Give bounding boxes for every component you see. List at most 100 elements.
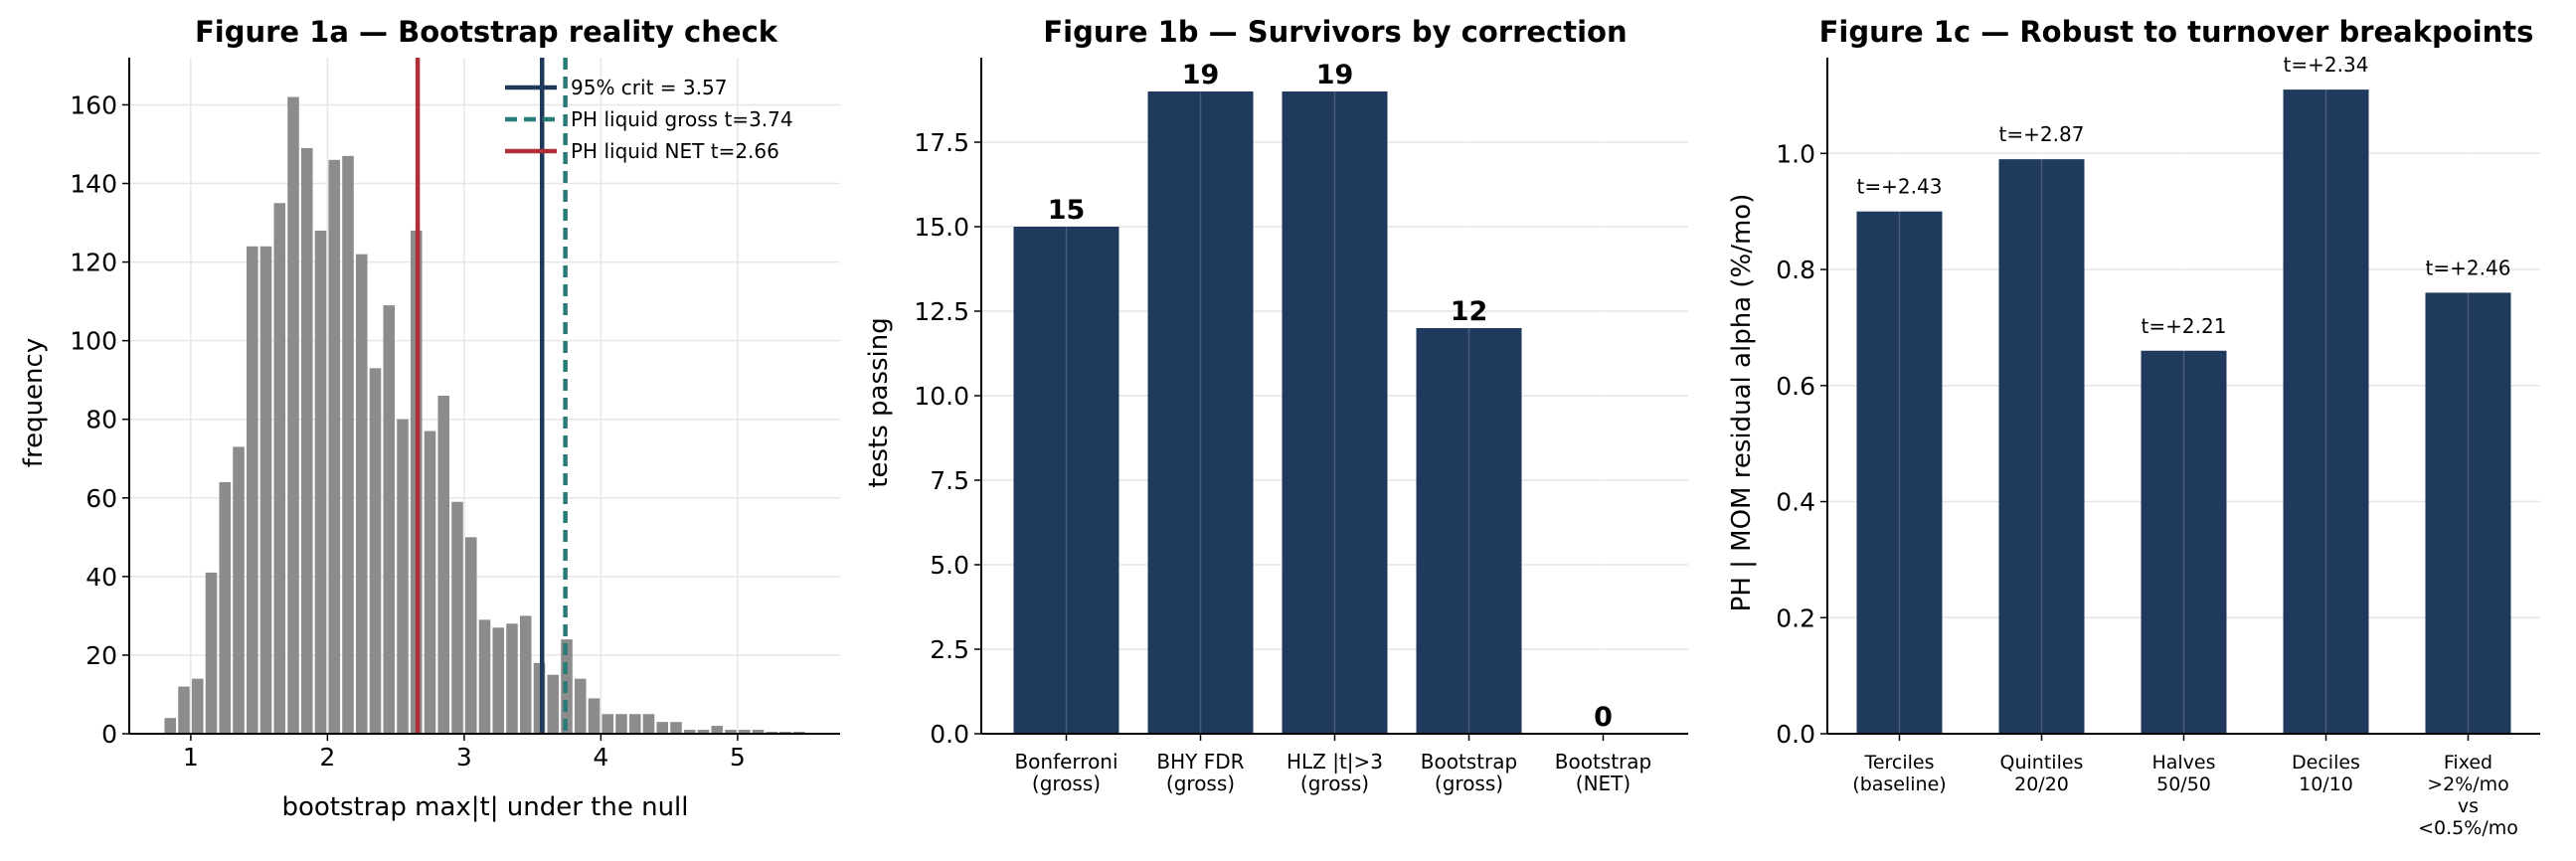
x-tick-label: 1	[183, 743, 199, 772]
y-tick-label: 0.8	[1776, 256, 1815, 284]
histogram-bar	[191, 678, 204, 734]
panel-1b-title: Figure 1b — Survivors by correction	[1043, 15, 1627, 49]
bar-value-label: 15	[1048, 195, 1086, 226]
histogram-bar	[615, 714, 627, 734]
histogram-bar	[383, 305, 396, 734]
y-tick-label: 0.0	[1776, 720, 1815, 749]
y-tick-label: 80	[86, 406, 117, 434]
histogram-bar	[506, 623, 518, 734]
panel-1a-y-ticks: 0 20 40 60 80 100 120 140 160	[70, 90, 129, 749]
bar	[1282, 91, 1388, 734]
panel-1b: Figure 1b — Survivors by correction 15 19…	[864, 15, 1688, 795]
category-label: Bonferroni	[1014, 750, 1117, 774]
histogram-bar	[355, 254, 368, 734]
y-tick-label: 60	[86, 484, 117, 513]
panel-1a-bars	[164, 96, 805, 735]
category-label: <0.5%/mo	[2418, 817, 2518, 839]
category-label: vs	[2458, 795, 2479, 817]
panel-1a-y-label: frequency	[19, 338, 49, 467]
y-tick-label: 100	[70, 327, 117, 356]
y-tick-label: 140	[70, 170, 117, 199]
histogram-bar	[342, 155, 354, 734]
category-label: Bootstrap	[1555, 750, 1651, 774]
y-tick-label: 0	[101, 720, 117, 749]
panel-1c-title: Figure 1c — Robust to turnover breakpoin…	[1819, 15, 2534, 49]
bar	[1416, 328, 1522, 734]
panel-1b-y-ticks: 0.0 2.5 5.0 7.5 10.0 12.5 15.0 17.5	[914, 128, 981, 749]
histogram-bar	[287, 96, 299, 734]
panel-1a-reference-lines	[415, 58, 568, 734]
histogram-bar	[424, 430, 436, 734]
histogram-bar	[451, 501, 463, 734]
histogram-bar	[574, 678, 587, 734]
category-label: (gross)	[1166, 772, 1235, 795]
bar-value-label: t=+2.21	[2142, 314, 2227, 338]
histogram-bar	[164, 718, 177, 734]
y-tick-label: 160	[70, 90, 117, 119]
histogram-bar	[601, 714, 614, 734]
x-tick-label: 2	[319, 743, 335, 772]
y-tick-label: 10.0	[914, 382, 969, 411]
histogram-bar	[246, 246, 258, 734]
panel-1c-y-label: PH | MOM residual alpha (%/mo)	[1727, 194, 1757, 612]
legend-label: PH liquid gross t=3.74	[571, 107, 793, 131]
y-tick-label: 0.6	[1776, 372, 1815, 401]
y-tick-label: 120	[70, 249, 117, 277]
y-tick-label: 2.5	[930, 635, 969, 664]
panel-1a-axes	[128, 58, 840, 735]
histogram-bar	[328, 159, 341, 734]
panel-1b-value-labels: 15 19 19 12 0	[1048, 60, 1613, 733]
bar-value-label: 12	[1451, 296, 1488, 327]
panel-1b-y-label: tests passing	[864, 317, 894, 487]
bar	[2425, 292, 2511, 734]
histogram-bar	[492, 627, 505, 734]
y-tick-label: 12.5	[914, 297, 969, 326]
category-label: 50/50	[2156, 774, 2211, 795]
category-label: Fixed	[2444, 752, 2492, 774]
category-label: Halves	[2151, 752, 2215, 774]
category-label: Bootstrap	[1421, 750, 1517, 774]
histogram-bar	[519, 615, 532, 734]
category-label: >2%/mo	[2427, 774, 2509, 795]
histogram-bar	[300, 147, 313, 734]
category-label: (NET)	[1576, 772, 1631, 795]
histogram-bar	[547, 674, 560, 734]
panel-1a-x-ticks: 1 2 3 4 5	[183, 734, 746, 772]
category-label: Terciles	[1863, 752, 1934, 774]
histogram-bar	[464, 537, 477, 734]
y-tick-label: 15.0	[914, 213, 969, 242]
bar-value-label: t=+2.43	[1857, 175, 1943, 199]
histogram-bar	[478, 619, 491, 734]
bar	[1856, 211, 1943, 735]
legend-label: PH liquid NET t=2.66	[571, 139, 779, 163]
histogram-bar	[205, 572, 218, 734]
histogram-bar	[738, 730, 751, 734]
x-tick-label: 3	[456, 743, 472, 772]
category-label: 20/20	[2014, 774, 2069, 795]
histogram-bar	[314, 230, 327, 734]
histogram-bar	[752, 730, 765, 734]
y-tick-label: 20	[86, 641, 117, 670]
panel-1c: Figure 1c — Robust to turnover breakpoin…	[1727, 15, 2540, 839]
category-label: Quintiles	[2000, 752, 2084, 774]
panel-1a: Figure 1a — Bootstrap reality check 1 2 3 4…	[19, 15, 840, 822]
bar	[1147, 91, 1254, 734]
x-tick-label: 5	[730, 743, 746, 772]
bar-value-label: t=+2.87	[1999, 122, 2085, 146]
bar	[2141, 350, 2227, 734]
panel-1c-y-ticks: 0.0 0.2 0.4 0.6 0.8 1.0	[1776, 139, 1827, 749]
panel-1a-x-label: bootstrap max|t| under the null	[281, 792, 688, 822]
bar	[1998, 159, 2085, 734]
x-tick-label: 4	[593, 743, 608, 772]
histogram-bar	[273, 203, 286, 735]
histogram-bar	[259, 246, 272, 734]
histogram-bar	[397, 419, 409, 734]
bar	[1013, 227, 1119, 734]
bar-value-label: 19	[1316, 60, 1354, 90]
category-label: HLZ |t|>3	[1287, 750, 1383, 774]
histogram-bar	[711, 726, 724, 734]
bar-value-label: 19	[1182, 60, 1220, 90]
category-label: (gross)	[1300, 772, 1369, 795]
